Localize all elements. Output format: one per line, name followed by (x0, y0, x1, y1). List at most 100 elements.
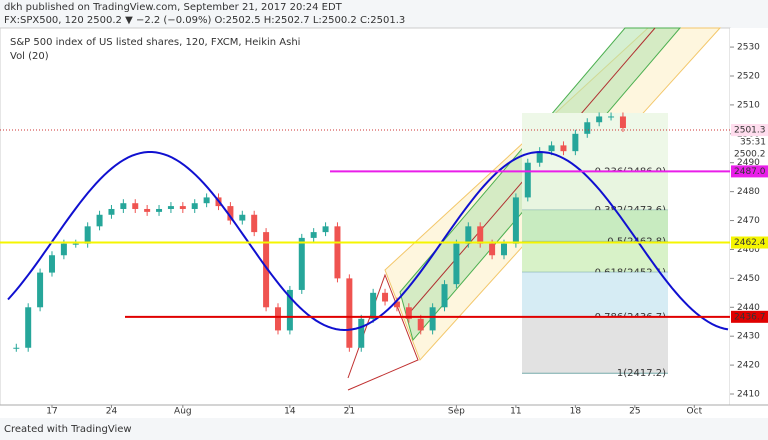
candle-body (263, 232, 270, 308)
y-tick-label: 2510 (737, 100, 760, 110)
last-price-tag (731, 124, 768, 137)
candle-body (429, 307, 436, 331)
candle-body (298, 237, 305, 290)
candle-body (619, 116, 626, 129)
candle-body (144, 208, 151, 212)
candle-body (72, 243, 79, 245)
price-tag-label: 2487.0 (734, 167, 766, 177)
price-axis (730, 28, 768, 405)
countdown: 35:31 (740, 138, 766, 148)
x-tick-label: 21 (344, 407, 355, 417)
y-tick-label: 2440 (737, 303, 760, 313)
candle-body (48, 255, 55, 273)
fib-band (522, 316, 668, 374)
x-tick-label: Oct (687, 407, 703, 417)
candle-body (120, 203, 127, 209)
candle-body (167, 206, 174, 209)
y-tick-label: 2420 (737, 361, 760, 371)
candle-body (536, 151, 543, 163)
candle-body (512, 197, 519, 244)
y-tick-label: 2450 (737, 274, 760, 284)
x-tick-label: 17 (46, 407, 57, 417)
price-tag-label: 2436.7 (734, 312, 766, 322)
volume-label: Vol (20) (10, 51, 49, 62)
candle-body (334, 226, 341, 279)
y-tick-label: 2430 (737, 332, 760, 342)
candle-body (346, 278, 353, 348)
fib-band (522, 241, 668, 273)
y-tick-label: 2410 (737, 390, 760, 400)
candle-body (132, 203, 139, 209)
x-tick-label: Aug (174, 407, 192, 417)
fib-band (522, 113, 668, 172)
candle-body (13, 347, 20, 349)
candle-body (465, 226, 472, 244)
candle-body (251, 214, 258, 233)
candle-body (156, 208, 163, 212)
x-tick-label: 11 (510, 407, 521, 417)
x-tick-label: Sep (448, 407, 465, 417)
candle-body (524, 162, 531, 198)
candle-body (393, 301, 400, 308)
y-tick-label: 2520 (737, 71, 760, 81)
candle-body (96, 214, 103, 227)
candle-body (405, 307, 412, 319)
candle-body (25, 307, 32, 348)
candles (13, 112, 626, 352)
publisher: dkh published on TradingView.com, Septem… (4, 2, 343, 13)
header-bar (0, 0, 768, 28)
fib-band (522, 272, 668, 317)
sine-wave (7, 150, 729, 332)
y-tick-label: 2460 (737, 245, 760, 255)
price-tag (731, 165, 768, 178)
price-tag-label: 2462.4 (734, 238, 766, 248)
fib-retracement: 0.236(2486.9)0.382(2473.6)0.5(2462.8)0.6… (522, 113, 668, 379)
candle-body (84, 226, 91, 244)
candle-body (286, 289, 293, 331)
candle-body (560, 145, 567, 152)
candle-body (608, 116, 615, 118)
candle-body (477, 226, 484, 244)
candle-body (453, 243, 460, 285)
candle-body (548, 145, 555, 152)
candle-body (60, 243, 67, 256)
fib-label: 1(2417.2) (617, 368, 666, 379)
footer-bar (0, 418, 768, 440)
footer: Created with TradingView (4, 424, 132, 435)
candle-body (572, 133, 579, 152)
last-price-label: 2501.3 (734, 126, 766, 136)
candle-body (108, 208, 115, 215)
chart-title: S&P 500 index of US listed shares, 120, … (10, 37, 300, 48)
x-tick-label: 14 (284, 407, 296, 417)
candle-body (203, 197, 210, 204)
candle-body (370, 292, 377, 319)
y-tick-label: 2530 (737, 43, 760, 53)
candle-body (441, 284, 448, 308)
y-tick-label: 2470 (737, 216, 760, 226)
candle-body (227, 206, 234, 221)
candle-body (584, 122, 591, 134)
candle-body (417, 318, 424, 331)
candle-body (489, 243, 496, 256)
quote: FX:SPX500, 120 2500.2 ▼ −2.2 (−0.09%) O:… (4, 15, 405, 26)
candle-body (500, 243, 507, 256)
x-tick-label: 25 (629, 407, 640, 417)
fib-band (522, 210, 668, 242)
price-tag (731, 236, 768, 249)
x-tick-label: 24 (106, 407, 118, 417)
candle-body (382, 292, 389, 302)
candle-body (310, 232, 317, 238)
candle-body (358, 318, 365, 348)
x-tick-label: 18 (570, 407, 582, 417)
bid-label: 2500.2 (734, 150, 766, 160)
candle-body (191, 203, 198, 209)
fib-band (522, 171, 668, 211)
candle-body (322, 226, 329, 233)
candle-body (179, 206, 186, 209)
y-tick-label: 2490 (737, 158, 760, 168)
price-tag (731, 310, 768, 323)
candle-body (239, 214, 246, 221)
candle-body (596, 116, 603, 123)
candle-body (274, 307, 281, 331)
